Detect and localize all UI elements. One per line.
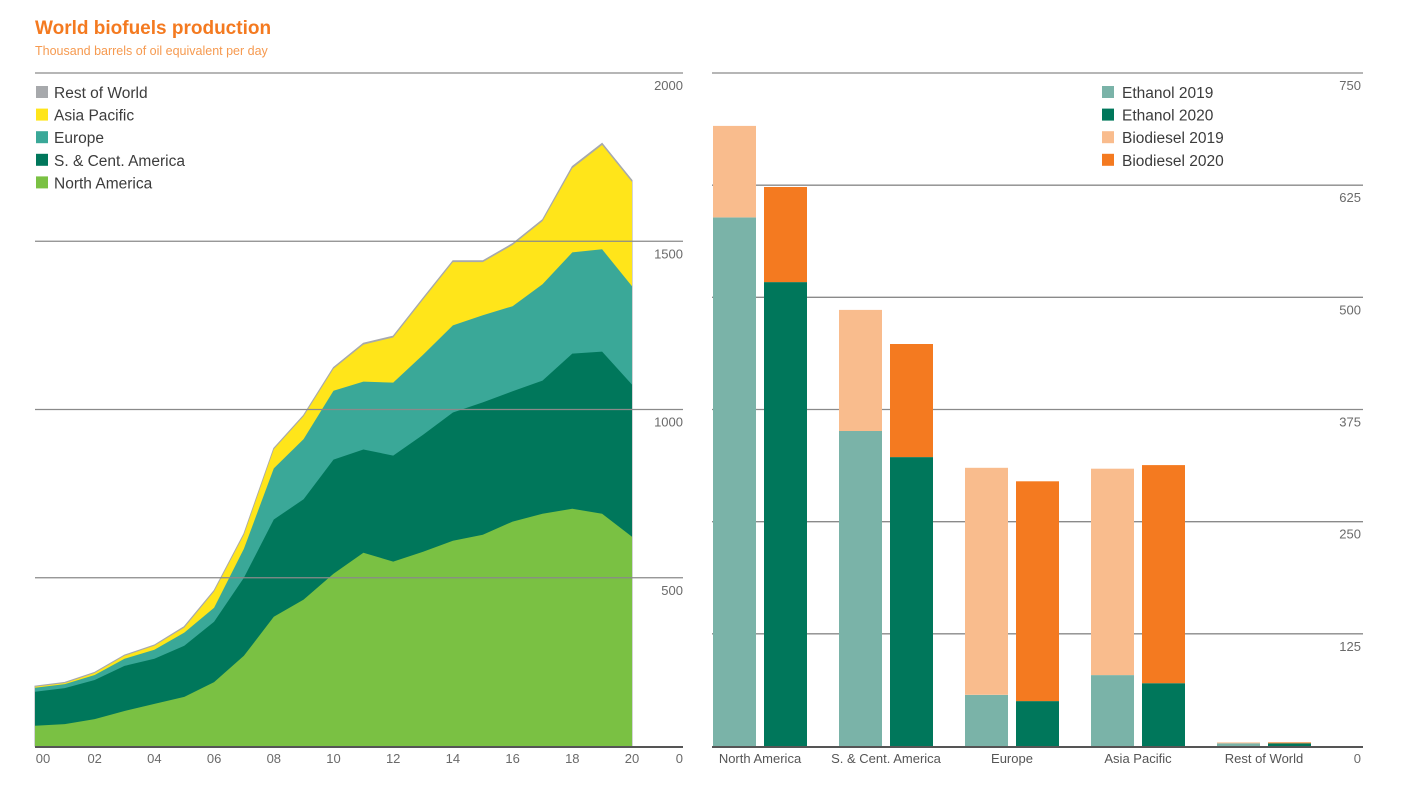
bar-biodiesel-2019-europe xyxy=(965,467,1008,695)
legend-swatch-biodiesel-2020 xyxy=(1102,153,1114,166)
bar-ethanol-2020-north-america xyxy=(764,282,807,746)
left-x-tick-label: 10 xyxy=(326,751,340,766)
ethanol-biodiesel-bar-chart: 0 125 250 375 500 625 750 North America S. & Ce… xyxy=(712,72,1363,766)
bar-ethanol-2019-asia-pacific xyxy=(1091,675,1134,746)
bar-biodiesel-2020-north-america xyxy=(764,187,807,283)
right-y-tick-label: 750 xyxy=(1339,78,1361,93)
left-x-tick-label: 18 xyxy=(565,751,579,766)
legend-label-asia-pacific: Asia Pacific xyxy=(54,108,134,125)
right-y-tick-label: 375 xyxy=(1339,415,1361,430)
bar-biodiesel-2020-s-cent-america xyxy=(890,344,933,458)
bar-biodiesel-2020-europe xyxy=(1016,481,1059,702)
bar-ethanol-2019-rest-of-world xyxy=(1217,743,1260,746)
right-x-category-label: Asia Pacific xyxy=(1104,751,1172,766)
right-legend: Ethanol 2019 Ethanol 2020 Biodiesel 2019 Bi… xyxy=(1102,85,1224,170)
left-legend: Rest of World Asia Pacific Europe S. & Cent… xyxy=(36,85,185,192)
right-y-axis: 0 125 250 375 500 625 750 xyxy=(1339,78,1361,766)
right-x-category-label: North America xyxy=(719,751,802,766)
bar-biodiesel-2019-s-cent-america xyxy=(839,309,882,431)
bar-ethanol-2020-rest-of-world xyxy=(1268,743,1311,746)
area-layers xyxy=(34,142,633,747)
chart-title: World biofuels production xyxy=(35,18,272,39)
bar-ethanol-2019-europe xyxy=(965,694,1008,746)
area-north-america xyxy=(35,508,632,746)
right-x-category-label: Rest of World xyxy=(1225,751,1304,766)
legend-label-europe: Europe xyxy=(54,130,104,147)
legend-swatch-europe xyxy=(36,131,48,144)
legend-label-biodiesel-2020: Biodiesel 2020 xyxy=(1122,153,1224,170)
bar-biodiesel-2020-asia-pacific xyxy=(1142,465,1185,684)
left-y-axis: 0 500 1000 1500 2000 xyxy=(654,78,683,766)
left-x-tick-label: 14 xyxy=(446,751,460,766)
left-x-tick-label: 06 xyxy=(207,751,221,766)
left-y-tick-label: 0 xyxy=(676,751,683,766)
left-gridlines xyxy=(35,72,683,748)
left-x-tick-label: 16 xyxy=(505,751,519,766)
legend-label-north-america: North America xyxy=(54,175,153,192)
right-x-category-label: S. & Cent. America xyxy=(831,751,942,766)
bar-biodiesel-2019-north-america xyxy=(713,125,756,218)
bar-ethanol-2020-asia-pacific xyxy=(1142,683,1185,746)
left-y-tick-label: 500 xyxy=(661,583,683,598)
left-x-tick-label: 04 xyxy=(147,751,161,766)
legend-swatch-rest-of-world xyxy=(36,86,48,98)
legend-swatch-ethanol-2020 xyxy=(1102,108,1114,121)
right-y-tick-label: 125 xyxy=(1339,639,1361,654)
left-y-tick-label: 2000 xyxy=(654,78,683,93)
legend-swatch-asia-pacific xyxy=(36,108,48,121)
left-x-tick-label: 02 xyxy=(87,751,101,766)
legend-swatch-biodiesel-2019 xyxy=(1102,131,1114,144)
bar-ethanol-2019-s-cent-america xyxy=(839,431,882,746)
bar-ethanol-2020-europe xyxy=(1016,701,1059,746)
bar-biodiesel-2019-rest-of-world xyxy=(1217,742,1260,744)
left-x-tick-label: 00 xyxy=(36,751,50,766)
legend-label-s-cent-america: S. & Cent. America xyxy=(54,153,185,170)
right-x-axis: North America S. & Cent. America Europe Asi… xyxy=(719,751,1303,766)
bar-biodiesel-2020-rest-of-world xyxy=(1268,742,1311,744)
legend-swatch-north-america xyxy=(36,176,48,189)
right-y-tick-label: 250 xyxy=(1339,527,1361,542)
right-y-tick-label: 0 xyxy=(1354,751,1361,766)
legend-label-ethanol-2020: Ethanol 2020 xyxy=(1122,108,1214,125)
right-y-tick-label: 625 xyxy=(1339,190,1361,205)
legend-label-rest-of-world: Rest of World xyxy=(54,85,148,102)
left-x-tick-label: 12 xyxy=(386,751,400,766)
legend-swatch-s-cent-america xyxy=(36,153,48,166)
left-x-axis: 00 02 04 06 08 10 12 14 16 18 20 xyxy=(36,751,639,766)
left-x-tick-label: 20 xyxy=(625,751,639,766)
left-y-tick-label: 1500 xyxy=(654,246,683,261)
bar-ethanol-2020-s-cent-america xyxy=(890,457,933,746)
right-x-category-label: Europe xyxy=(991,751,1033,766)
legend-swatch-ethanol-2019 xyxy=(1102,86,1114,98)
left-x-tick-label: 08 xyxy=(267,751,281,766)
legend-label-ethanol-2019: Ethanol 2019 xyxy=(1122,85,1213,102)
left-y-tick-label: 1000 xyxy=(654,415,683,430)
chart-subtitle: Thousand barrels of oil equivalent per d… xyxy=(35,44,268,58)
bar-ethanol-2019-north-america xyxy=(713,217,756,746)
bar-biodiesel-2019-asia-pacific xyxy=(1091,468,1134,676)
bar-stacks xyxy=(713,125,1311,746)
right-y-tick-label: 500 xyxy=(1339,302,1361,317)
legend-label-biodiesel-2019: Biodiesel 2019 xyxy=(1122,130,1224,147)
